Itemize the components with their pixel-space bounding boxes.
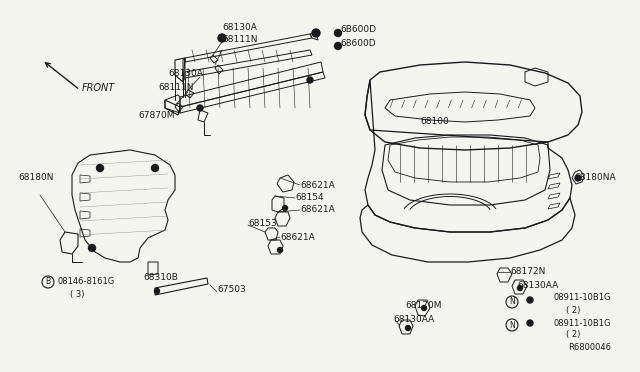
Text: 08911-10B1G: 08911-10B1G [554,294,611,302]
Text: 68310B: 68310B [143,273,178,282]
Text: 68130A: 68130A [168,68,203,77]
Text: ( 2): ( 2) [566,305,580,314]
Text: ( 2): ( 2) [566,330,580,340]
Circle shape [97,164,104,171]
Text: ( 3): ( 3) [70,289,84,298]
Circle shape [335,29,342,36]
Text: 68130AA: 68130AA [517,280,558,289]
Text: 67503: 67503 [217,285,246,295]
Text: 68172N: 68172N [510,267,545,276]
Circle shape [307,77,313,83]
Text: 6B600D: 6B600D [340,26,376,35]
Text: 68111N: 68111N [158,83,193,93]
Text: 68130A: 68130A [222,23,257,32]
Circle shape [197,105,203,111]
Circle shape [312,29,320,37]
Text: 68180NA: 68180NA [574,173,616,183]
Text: N: N [509,321,515,330]
Circle shape [518,285,522,291]
Circle shape [88,244,95,251]
Text: 08146-8161G: 08146-8161G [58,278,115,286]
Circle shape [335,42,342,49]
Text: 68621A: 68621A [280,232,315,241]
Text: FRONT: FRONT [82,83,115,93]
Text: R6800046: R6800046 [568,343,611,352]
Text: 68621A: 68621A [300,180,335,189]
Circle shape [154,289,159,294]
Text: 68170M: 68170M [405,301,442,310]
Circle shape [218,34,226,42]
Text: B: B [45,278,51,286]
Circle shape [527,297,533,303]
Circle shape [278,247,282,253]
Text: 68180N: 68180N [18,173,54,183]
Circle shape [527,320,533,326]
Text: 08911-10B1G: 08911-10B1G [554,318,611,327]
Text: N: N [509,298,515,307]
Circle shape [575,175,581,181]
Text: 68600D: 68600D [340,38,376,48]
Text: 67870M: 67870M [138,110,175,119]
Circle shape [422,305,426,311]
Text: 68111N: 68111N [222,35,257,45]
Text: 68154: 68154 [295,193,324,202]
Text: 68621A: 68621A [300,205,335,215]
Text: 68100: 68100 [420,118,449,126]
Circle shape [152,164,159,171]
Circle shape [406,326,410,330]
Text: 68130AA: 68130AA [393,315,435,324]
Circle shape [282,205,287,211]
Text: 68153: 68153 [248,218,276,228]
